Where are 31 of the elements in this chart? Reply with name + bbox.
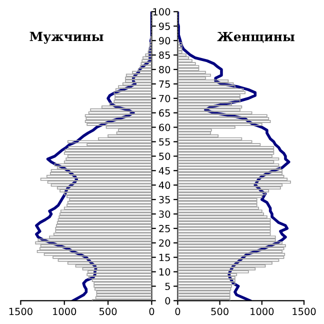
y-tick-label: 100 <box>153 8 170 16</box>
y-tick-label: 40 <box>158 182 170 189</box>
x-tick-label: 1000 <box>53 308 76 316</box>
y-tick-label: 20 <box>159 239 170 247</box>
y-tick-label: 35 <box>159 196 170 204</box>
y-tick-label: 5 <box>165 282 170 290</box>
y-tick-label: 95 <box>158 22 170 30</box>
y-tick-label: 60 <box>159 124 170 132</box>
y-tick-label: 80 <box>159 66 170 74</box>
y-tick-label: 85 <box>159 51 170 59</box>
x-tick-label: 1500 <box>9 308 32 316</box>
y-tick-label: 25 <box>159 224 170 232</box>
x-tick-label: 1500 <box>292 308 316 316</box>
x-tick-label: 500 <box>211 308 228 316</box>
y-tick-label: 45 <box>158 167 170 174</box>
y-tick-label: 15 <box>159 254 170 262</box>
text: Мужчины <box>30 32 104 44</box>
y-tick-label: 70 <box>159 94 170 102</box>
y-tick-label: 50 <box>159 152 170 160</box>
x-tick-label: 0 <box>149 308 154 316</box>
text: Женщины <box>217 32 295 43</box>
y-tick-label: 75 <box>159 80 170 88</box>
y-tick-label: 55 <box>159 138 170 146</box>
y-tick-label: 30 <box>159 210 170 218</box>
x-tick-label: 500 <box>100 308 117 316</box>
y-tick-label: 0 <box>165 297 170 305</box>
x-tick-label: 0 <box>175 308 180 316</box>
y-tick-label: 90 <box>158 37 170 44</box>
x-tick-label: 1000 <box>250 308 274 316</box>
y-tick-label: 10 <box>159 268 170 276</box>
y-tick-label: 65 <box>159 109 170 117</box>
